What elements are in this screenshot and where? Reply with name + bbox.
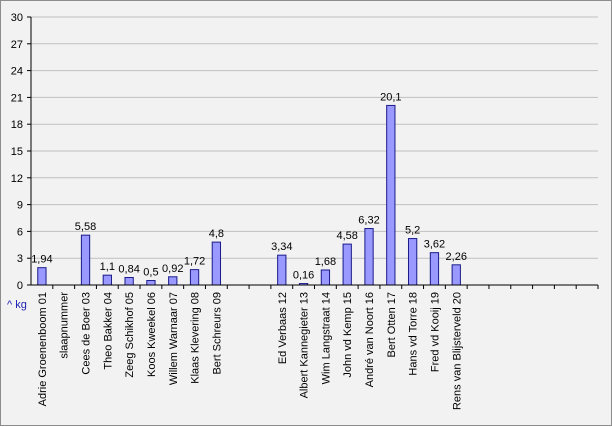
- data-label: 3,34: [271, 241, 292, 253]
- data-label: 0,92: [162, 263, 183, 275]
- category-label: Theo Bakker 04: [102, 292, 114, 370]
- bar: [146, 280, 156, 286]
- category-label: Rens van Blijsterveld 20: [451, 292, 463, 410]
- y-tick-label: 30: [11, 12, 23, 24]
- bar: [386, 104, 396, 286]
- bar: [277, 254, 287, 286]
- data-label: 0,5: [143, 267, 158, 279]
- bars: [37, 104, 461, 286]
- data-label: 4,58: [336, 230, 357, 242]
- data-label: 20,1: [380, 91, 401, 103]
- category-label: André van Noort 16: [364, 292, 376, 387]
- y-tick-label: 24: [11, 66, 23, 78]
- y-tick-label: 27: [11, 39, 23, 51]
- bar: [451, 264, 461, 286]
- y-tick-label: 12: [11, 173, 23, 185]
- y-tick-label: 3: [17, 253, 23, 265]
- category-label: Cees de Boer 03: [81, 292, 93, 375]
- y-axis-ticks: 0 3 6 9 12 15 18 21 24 27 30: [11, 12, 31, 292]
- data-label: 2,26: [446, 251, 467, 263]
- data-labels: 1,94 5,58 1,1 0,84 0,5 0,921,72 4,8 3,34 0,161,6…: [31, 91, 467, 281]
- bar: [211, 241, 222, 286]
- bar: [189, 269, 200, 286]
- data-label: 0,84: [118, 264, 139, 276]
- bar: [407, 238, 418, 286]
- y-tick-label: 6: [17, 226, 23, 238]
- category-label: Bert Otten 17: [386, 292, 398, 357]
- data-label: 5,58: [75, 221, 96, 233]
- bar: [37, 267, 47, 286]
- category-label: Koos Kweekel 06: [146, 292, 158, 377]
- data-label: 0,16: [293, 270, 314, 282]
- data-label: 1,72: [184, 256, 205, 268]
- bar: [342, 243, 352, 286]
- data-label: 5,2: [405, 225, 420, 237]
- category-label: Fred vd Kooij 19: [429, 292, 441, 372]
- y-tick-label: 15: [11, 146, 23, 158]
- gridlines: [31, 16, 598, 259]
- data-label: 1,1: [100, 261, 115, 273]
- bar: [102, 274, 112, 286]
- data-label: 1,94: [31, 254, 52, 266]
- y-tick-label: 0: [17, 280, 23, 292]
- category-label: Bert Schreurs 09: [211, 292, 223, 375]
- category-label: slaapnummer: [59, 292, 71, 359]
- category-label: John vd Kemp 15: [342, 292, 354, 378]
- category-label: Wim Langstraat 14: [320, 292, 332, 384]
- category-label: Zeeg Schikhof 05: [124, 292, 136, 378]
- bar: [168, 276, 178, 286]
- y-tick-label: 9: [17, 200, 23, 212]
- data-label: 3,62: [424, 239, 445, 251]
- category-label: Klaas Klevering 08: [190, 292, 202, 384]
- data-label: 1,68: [315, 256, 336, 268]
- y-tick-label: 21: [11, 92, 23, 104]
- category-label: Willem Warnaar 07: [168, 292, 180, 385]
- category-label: Ed Verbaas 12: [277, 292, 289, 364]
- bar: [124, 277, 134, 286]
- y-tick-label: 18: [11, 119, 23, 131]
- bar: [320, 269, 331, 286]
- data-label: 4,8: [209, 228, 224, 240]
- bar: [429, 252, 440, 286]
- category-label: Hans vd Torre 18: [408, 292, 420, 376]
- category-label: Adrie Groenenboom 01: [37, 292, 49, 406]
- data-label: 6,32: [358, 215, 379, 227]
- category-label: Albert Kannegieter 13: [299, 292, 311, 398]
- bar: [80, 234, 91, 286]
- x-axis-categories: Adrie Groenenboom 01 slaapnummer Cees de B…: [37, 285, 599, 410]
- bar: [364, 228, 374, 286]
- y-unit-label: ^ kg: [7, 299, 27, 311]
